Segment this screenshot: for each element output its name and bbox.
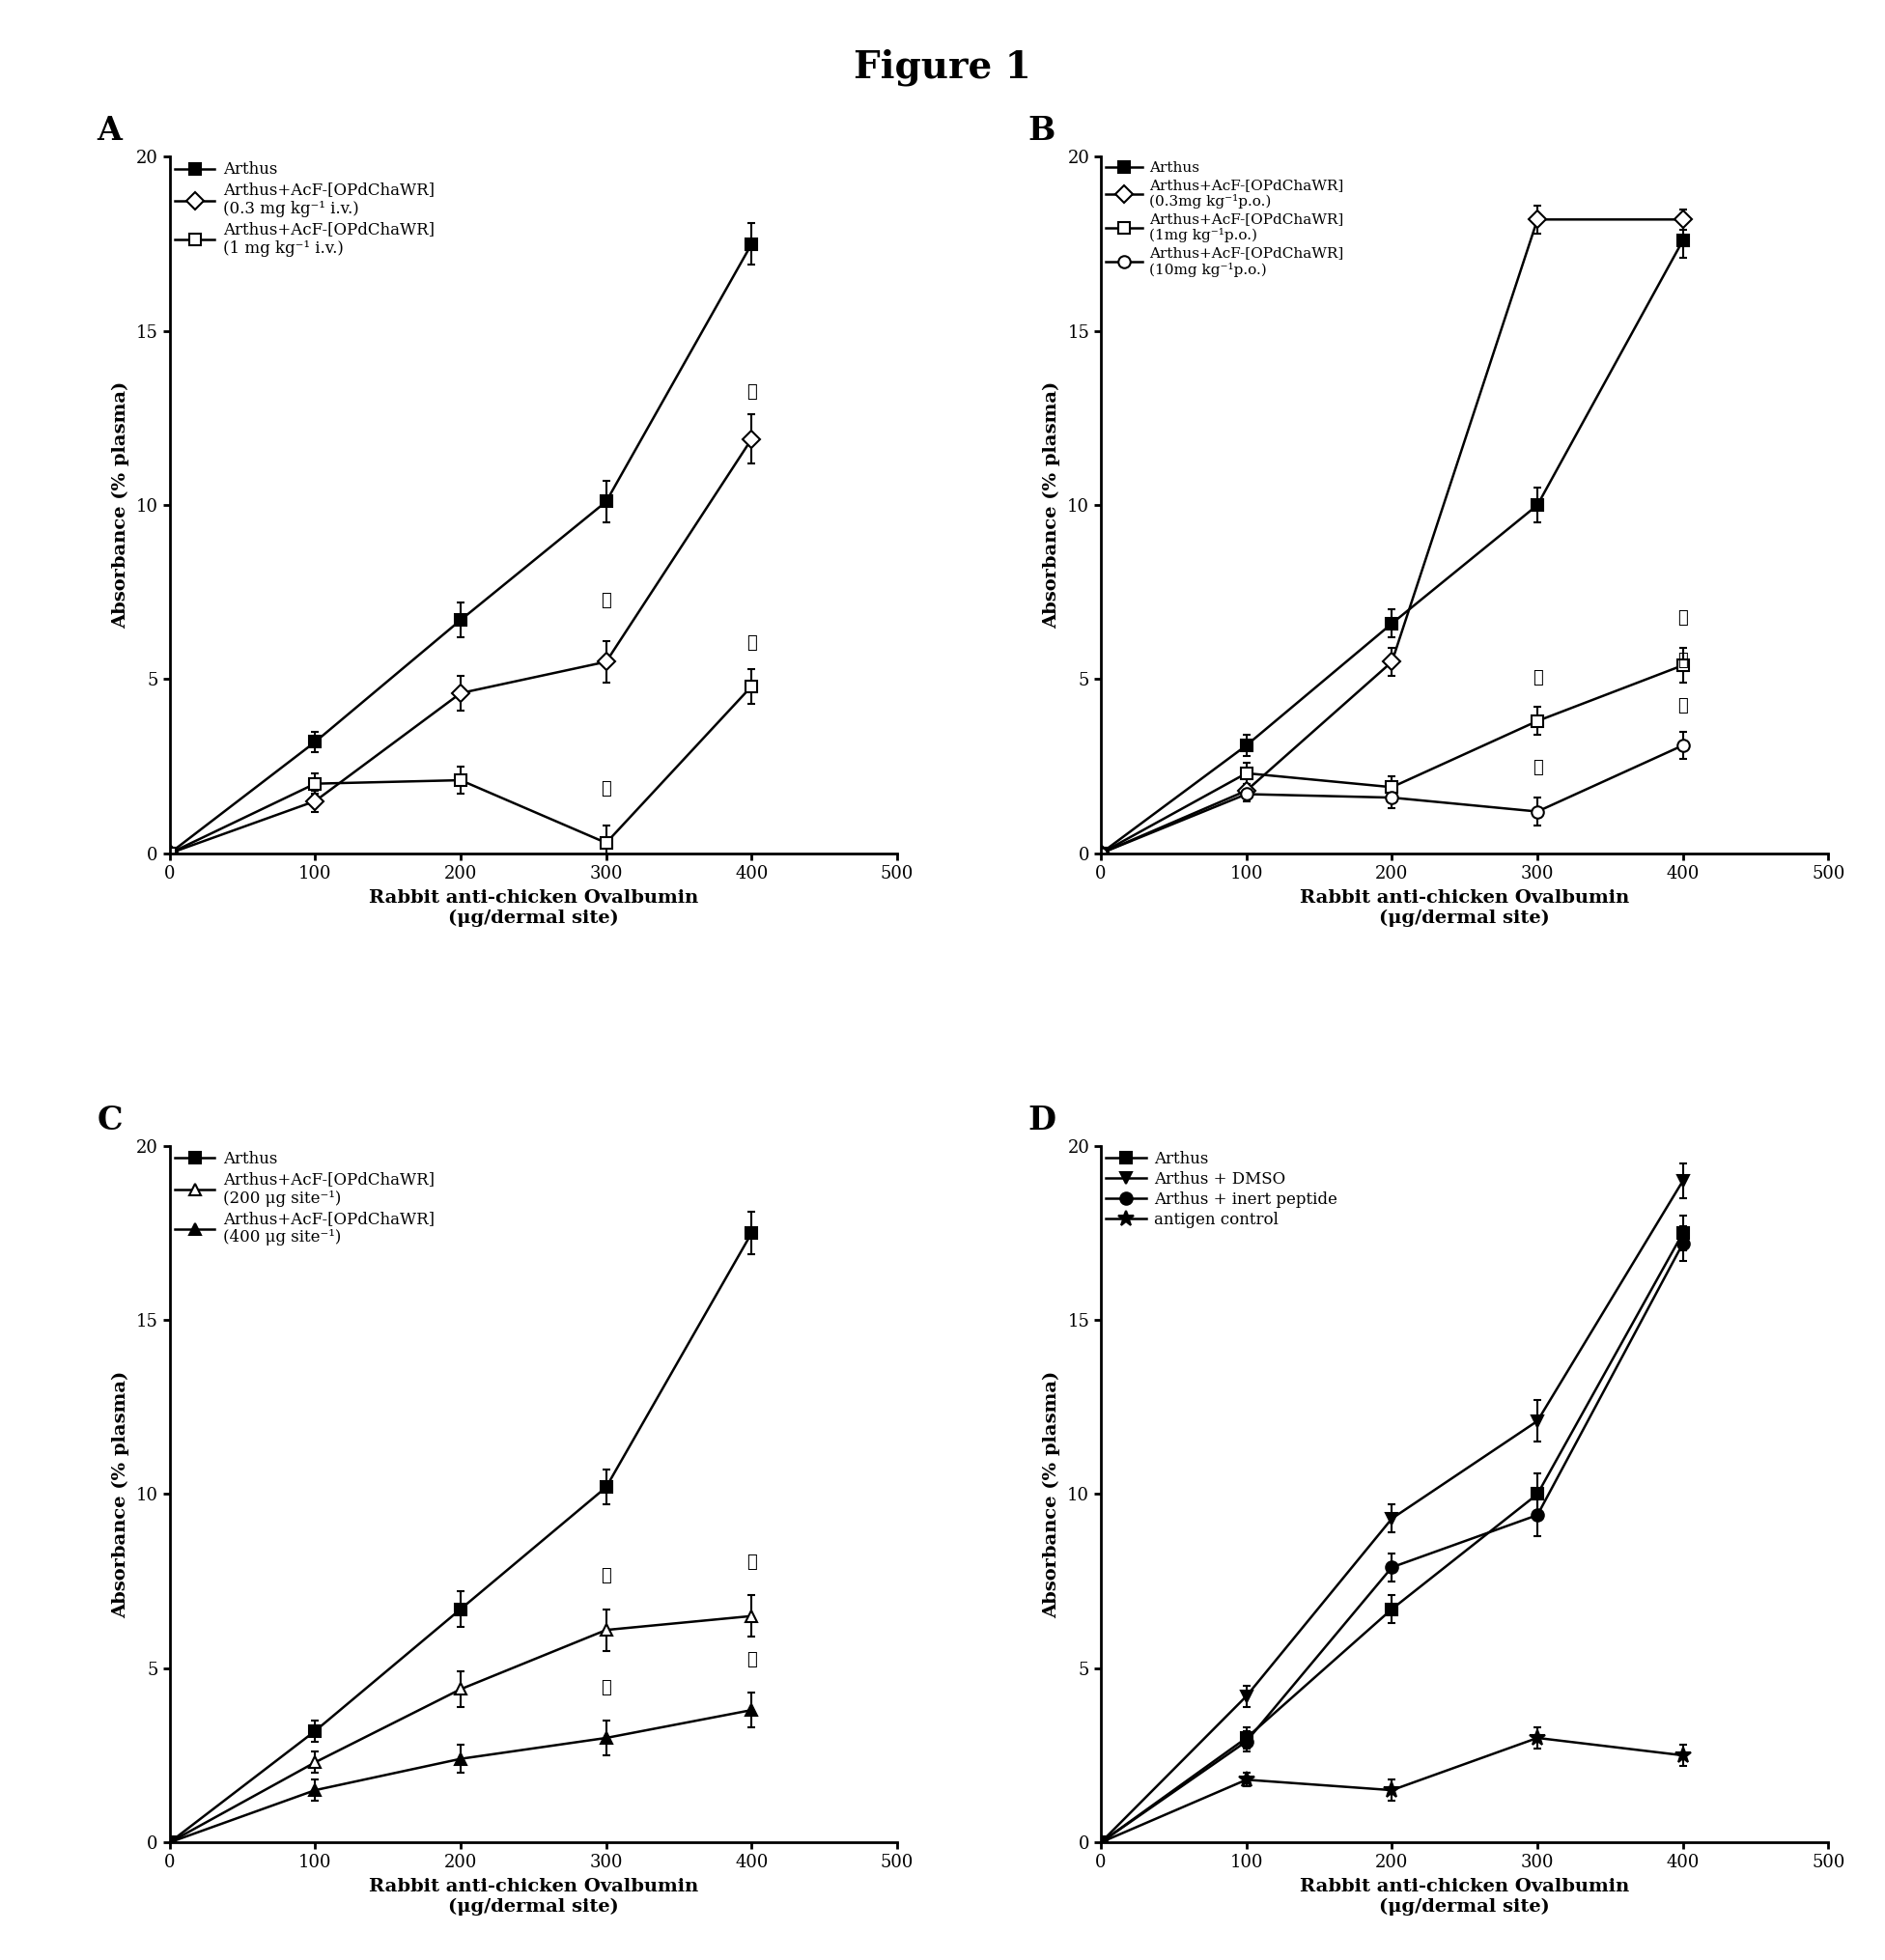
- Legend: Arthus, Arthus+AcF-[OPdChaWR]
(0.3mg kg⁻¹p.o.), Arthus+AcF-[OPdChaWR]
(1mg kg⁻¹p: Arthus, Arthus+AcF-[OPdChaWR] (0.3mg kg⁻…: [1105, 161, 1344, 276]
- X-axis label: Rabbit anti-chicken Ovalbumin
(μg/dermal site): Rabbit anti-chicken Ovalbumin (μg/dermal…: [1301, 1878, 1629, 1915]
- Text: C: C: [96, 1103, 123, 1137]
- Text: ★: ★: [1678, 696, 1689, 713]
- Y-axis label: Absorbance (% plasma): Absorbance (% plasma): [111, 382, 130, 629]
- Text: A: A: [96, 116, 123, 147]
- Legend: Arthus, Arthus + DMSO, Arthus + inert peptide, antigen control: Arthus, Arthus + DMSO, Arthus + inert pe…: [1106, 1151, 1336, 1229]
- X-axis label: Rabbit anti-chicken Ovalbumin
(μg/dermal site): Rabbit anti-chicken Ovalbumin (μg/dermal…: [369, 888, 697, 927]
- Text: ★: ★: [1678, 610, 1689, 627]
- Text: ★: ★: [601, 592, 611, 610]
- Text: ★: ★: [601, 1568, 611, 1586]
- Text: ★: ★: [746, 633, 758, 651]
- Text: ★: ★: [601, 780, 611, 798]
- Text: Figure 1: Figure 1: [854, 49, 1031, 86]
- Legend: Arthus, Arthus+AcF-[OPdChaWR]
(200 μg site⁻¹), Arthus+AcF-[OPdChaWR]
(400 μg sit: Arthus, Arthus+AcF-[OPdChaWR] (200 μg si…: [175, 1151, 434, 1247]
- Y-axis label: Absorbance (% plasma): Absorbance (% plasma): [111, 1370, 130, 1617]
- Text: ★: ★: [746, 384, 758, 400]
- Y-axis label: Absorbance (% plasma): Absorbance (% plasma): [1042, 1370, 1061, 1617]
- Y-axis label: Absorbance (% plasma): Absorbance (% plasma): [1042, 382, 1061, 629]
- Text: ★: ★: [746, 1650, 758, 1668]
- X-axis label: Rabbit anti-chicken Ovalbumin
(μg/dermal site): Rabbit anti-chicken Ovalbumin (μg/dermal…: [1301, 888, 1629, 927]
- Text: B: B: [1027, 116, 1056, 147]
- Text: ★: ★: [1678, 651, 1689, 668]
- Text: ★: ★: [746, 1554, 758, 1570]
- Legend: Arthus, Arthus+AcF-[OPdChaWR]
(0.3 mg kg⁻¹ i.v.), Arthus+AcF-[OPdChaWR]
(1 mg kg: Arthus, Arthus+AcF-[OPdChaWR] (0.3 mg kg…: [175, 161, 434, 257]
- Text: D: D: [1027, 1103, 1056, 1137]
- X-axis label: Rabbit anti-chicken Ovalbumin
(μg/dermal site): Rabbit anti-chicken Ovalbumin (μg/dermal…: [369, 1878, 697, 1915]
- Text: ★: ★: [1533, 759, 1542, 776]
- Text: ★: ★: [601, 1680, 611, 1695]
- Text: ★: ★: [1533, 668, 1542, 686]
